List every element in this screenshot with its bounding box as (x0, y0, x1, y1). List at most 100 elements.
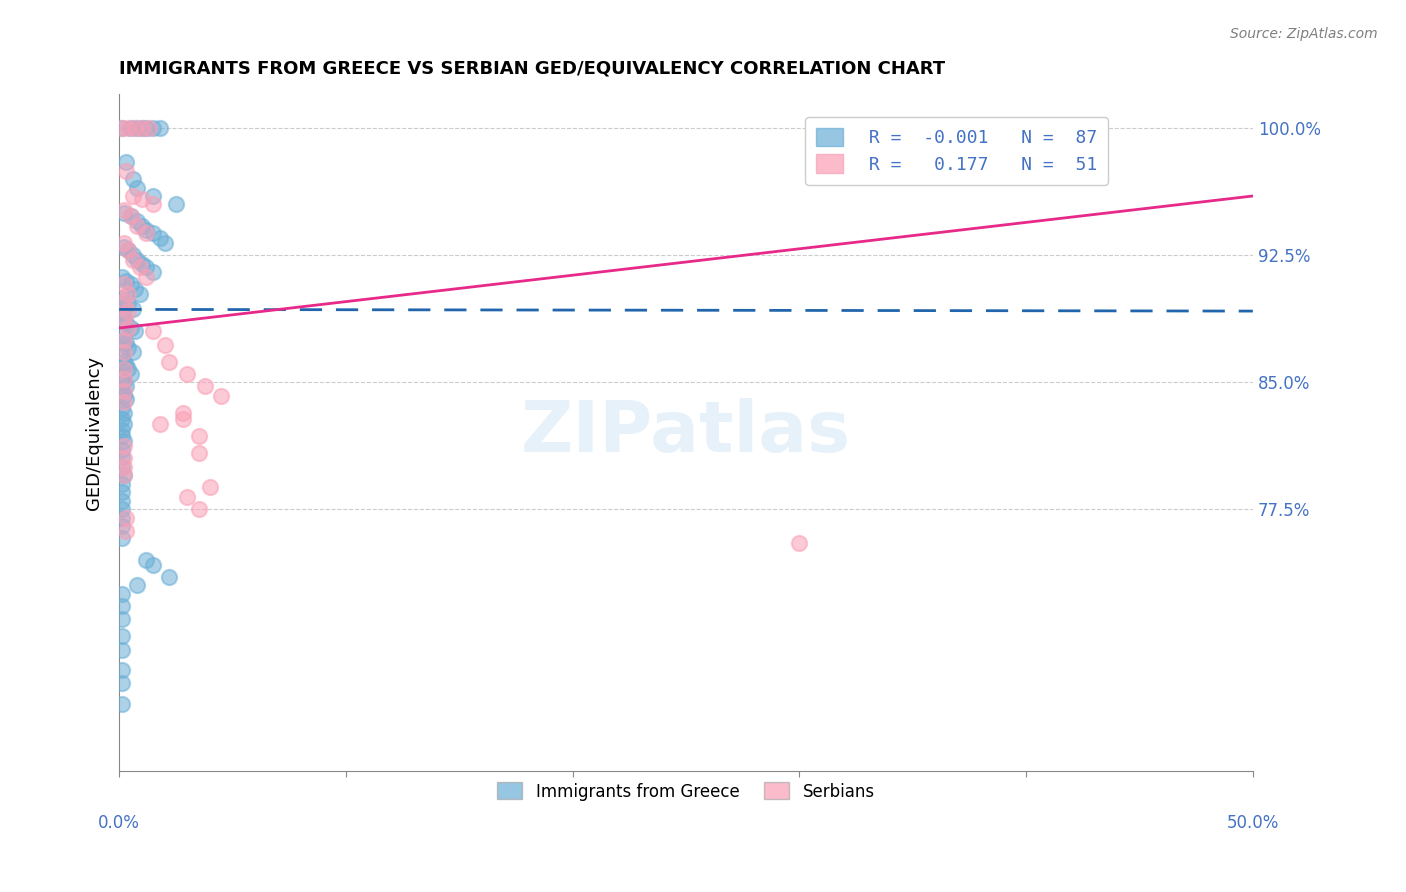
Point (131, 193, 153, 207)
Point (112, 361, 135, 376)
Point (117, 361, 139, 376)
Point (112, 406, 135, 420)
Point (198, 480, 221, 494)
Point (112, 468, 135, 483)
Point (115, 163, 138, 178)
Point (110, 612, 132, 626)
Point (117, 243, 139, 257)
Point (115, 155, 138, 169)
Point (176, 367, 198, 381)
Point (117, 321, 139, 335)
Point (122, 172, 145, 186)
Point (110, 663, 132, 677)
Point (110, 350, 132, 364)
Point (112, 440, 135, 454)
Text: IMMIGRANTS FROM GREECE VS SERBIAN GED/EQUIVALENCY CORRELATION CHART: IMMIGRANTS FROM GREECE VS SERBIAN GED/EQ… (120, 60, 945, 78)
Point (112, 372, 135, 386)
Point (127, 214, 149, 228)
Point (115, 316, 138, 330)
Point (110, 401, 132, 415)
Point (112, 434, 135, 449)
Point (131, 121, 153, 136)
Point (135, 121, 157, 136)
Point (110, 423, 132, 437)
Point (110, 459, 132, 474)
Point (142, 121, 165, 136)
Point (115, 378, 138, 392)
Point (112, 384, 135, 398)
Point (157, 355, 180, 369)
Point (112, 468, 135, 483)
Point (110, 121, 132, 136)
Point (112, 310, 135, 325)
Point (172, 412, 194, 426)
Point (110, 384, 132, 398)
Point (187, 502, 209, 516)
Point (110, 442, 132, 457)
Point (131, 121, 153, 136)
Point (112, 310, 135, 325)
Point (128, 260, 150, 274)
Point (131, 257, 153, 271)
Point (110, 629, 132, 643)
Point (128, 287, 150, 301)
Point (122, 253, 145, 268)
Point (131, 219, 153, 234)
Point (127, 180, 149, 194)
Point (110, 429, 132, 443)
Legend: Immigrants from Greece, Serbians: Immigrants from Greece, Serbians (488, 772, 884, 811)
Text: ZIPatlas: ZIPatlas (522, 399, 851, 467)
Point (112, 389, 135, 403)
Point (149, 231, 172, 245)
Point (209, 389, 232, 403)
Point (110, 291, 132, 305)
Point (110, 697, 132, 711)
Point (110, 587, 132, 601)
Point (142, 226, 165, 240)
Point (142, 265, 165, 279)
Point (112, 333, 135, 347)
Point (153, 338, 176, 352)
Point (187, 446, 209, 460)
Point (120, 321, 142, 335)
Text: 50.0%: 50.0% (1226, 814, 1279, 831)
Point (112, 459, 135, 474)
Point (135, 226, 157, 240)
Point (142, 197, 165, 211)
Point (127, 578, 149, 592)
Point (135, 270, 157, 285)
Point (112, 333, 135, 347)
Point (112, 202, 135, 217)
Point (110, 476, 132, 491)
Point (115, 358, 138, 372)
Point (115, 336, 138, 351)
Point (122, 189, 145, 203)
Point (117, 121, 139, 136)
Point (122, 248, 145, 262)
Text: Source: ZipAtlas.com: Source: ZipAtlas.com (1230, 27, 1378, 41)
Point (112, 293, 135, 308)
Point (112, 344, 135, 359)
Point (122, 344, 145, 359)
Point (120, 367, 142, 381)
Y-axis label: GED/Equivalency: GED/Equivalency (86, 356, 103, 510)
Point (112, 355, 135, 369)
Point (120, 209, 142, 223)
Point (110, 676, 132, 690)
Point (110, 450, 132, 464)
Point (117, 297, 139, 311)
Point (124, 282, 146, 296)
Point (117, 304, 139, 318)
Text: 0.0%: 0.0% (98, 814, 141, 831)
Point (120, 121, 142, 136)
Point (115, 392, 138, 406)
Point (110, 510, 132, 524)
Point (112, 451, 135, 466)
Point (115, 510, 138, 524)
Point (153, 236, 176, 251)
Point (110, 519, 132, 533)
Point (112, 293, 135, 308)
Point (110, 372, 132, 386)
Point (124, 325, 146, 339)
Point (122, 302, 145, 317)
